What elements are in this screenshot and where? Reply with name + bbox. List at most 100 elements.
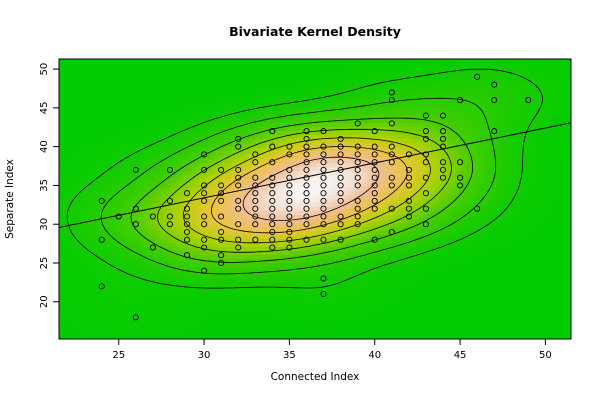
data-point xyxy=(149,213,156,220)
data-point xyxy=(388,182,395,189)
data-point xyxy=(303,221,310,228)
data-point xyxy=(405,151,412,158)
data-point xyxy=(422,174,429,181)
data-point xyxy=(235,221,242,228)
data-point xyxy=(320,174,327,181)
data-point xyxy=(303,143,310,150)
data-point xyxy=(388,228,395,236)
density-contours xyxy=(66,68,543,289)
data-point xyxy=(183,190,191,197)
plot-frame xyxy=(58,58,572,340)
y-tick-label: 25 xyxy=(39,257,50,270)
data-point xyxy=(286,190,293,197)
data-point xyxy=(183,252,191,259)
chart-title: Bivariate Kernel Density xyxy=(229,24,401,39)
data-point xyxy=(371,143,378,150)
data-point xyxy=(371,190,378,197)
data-point xyxy=(439,174,447,181)
data-point xyxy=(132,166,139,173)
regression-line-group xyxy=(59,122,571,228)
data-point xyxy=(337,213,344,220)
data-point xyxy=(218,190,225,197)
data-point xyxy=(269,143,276,150)
data-point xyxy=(371,166,378,173)
data-point xyxy=(286,166,293,173)
data-point xyxy=(201,182,208,189)
data-point xyxy=(166,197,173,204)
data-point xyxy=(269,236,276,243)
data-point xyxy=(457,97,464,104)
data-point xyxy=(405,182,412,189)
data-point xyxy=(218,259,225,267)
data-point xyxy=(269,213,276,220)
data-point xyxy=(252,159,259,166)
data-point xyxy=(269,190,276,197)
data-point xyxy=(201,166,208,173)
data-point xyxy=(269,174,276,181)
data-point xyxy=(405,166,412,173)
data-point xyxy=(201,213,208,220)
x-tick-label: 30 xyxy=(198,350,211,361)
data-point xyxy=(474,73,481,80)
data-point xyxy=(132,314,139,321)
data-point xyxy=(286,244,293,251)
data-point xyxy=(388,143,395,150)
data-point xyxy=(252,190,259,197)
data-point xyxy=(354,143,361,150)
data-point xyxy=(303,159,310,166)
y-axis-label: Separate Index xyxy=(4,159,16,239)
data-point xyxy=(201,221,208,228)
data-point xyxy=(235,205,242,212)
data-point xyxy=(320,151,327,158)
data-point xyxy=(320,221,327,228)
regression-line xyxy=(59,122,571,228)
data-point xyxy=(115,213,122,220)
data-point xyxy=(320,159,327,166)
data-point xyxy=(252,205,259,212)
data-point xyxy=(320,166,327,173)
contour-line xyxy=(211,146,408,234)
data-point xyxy=(337,197,344,204)
data-point xyxy=(235,182,242,189)
data-point xyxy=(320,290,327,298)
x-tick-label: 40 xyxy=(368,350,381,361)
data-point xyxy=(337,182,344,189)
data-point xyxy=(354,174,361,181)
y-tick-label: 30 xyxy=(39,218,50,231)
data-point xyxy=(132,221,139,228)
data-point xyxy=(252,182,259,189)
data-point xyxy=(166,221,173,228)
data-point xyxy=(491,97,498,104)
data-point xyxy=(286,228,293,236)
y-tick-label: 20 xyxy=(39,295,50,308)
data-point xyxy=(388,159,395,166)
data-point xyxy=(166,166,173,173)
data-point xyxy=(422,159,429,166)
data-point xyxy=(405,174,412,181)
y-tick-label: 40 xyxy=(39,140,50,153)
data-point xyxy=(303,236,310,243)
y-tick-label: 50 xyxy=(39,63,50,76)
data-point xyxy=(286,143,293,150)
data-point xyxy=(166,213,173,220)
data-point xyxy=(422,128,429,135)
data-point xyxy=(201,151,208,158)
density-heatmap xyxy=(59,59,571,339)
data-point xyxy=(371,182,378,189)
data-point xyxy=(422,151,429,158)
data-point xyxy=(337,135,344,142)
data-point xyxy=(388,97,395,104)
data-point xyxy=(286,182,293,189)
data-point xyxy=(320,190,327,197)
x-tick-label: 25 xyxy=(112,350,125,361)
data-point xyxy=(354,120,361,127)
data-point xyxy=(354,159,361,166)
data-point xyxy=(303,197,310,204)
data-point xyxy=(218,182,225,189)
x-tick-label: 45 xyxy=(454,350,467,361)
data-point xyxy=(354,166,361,173)
data-point xyxy=(98,236,105,243)
data-point xyxy=(303,166,310,173)
data-point xyxy=(354,213,361,220)
